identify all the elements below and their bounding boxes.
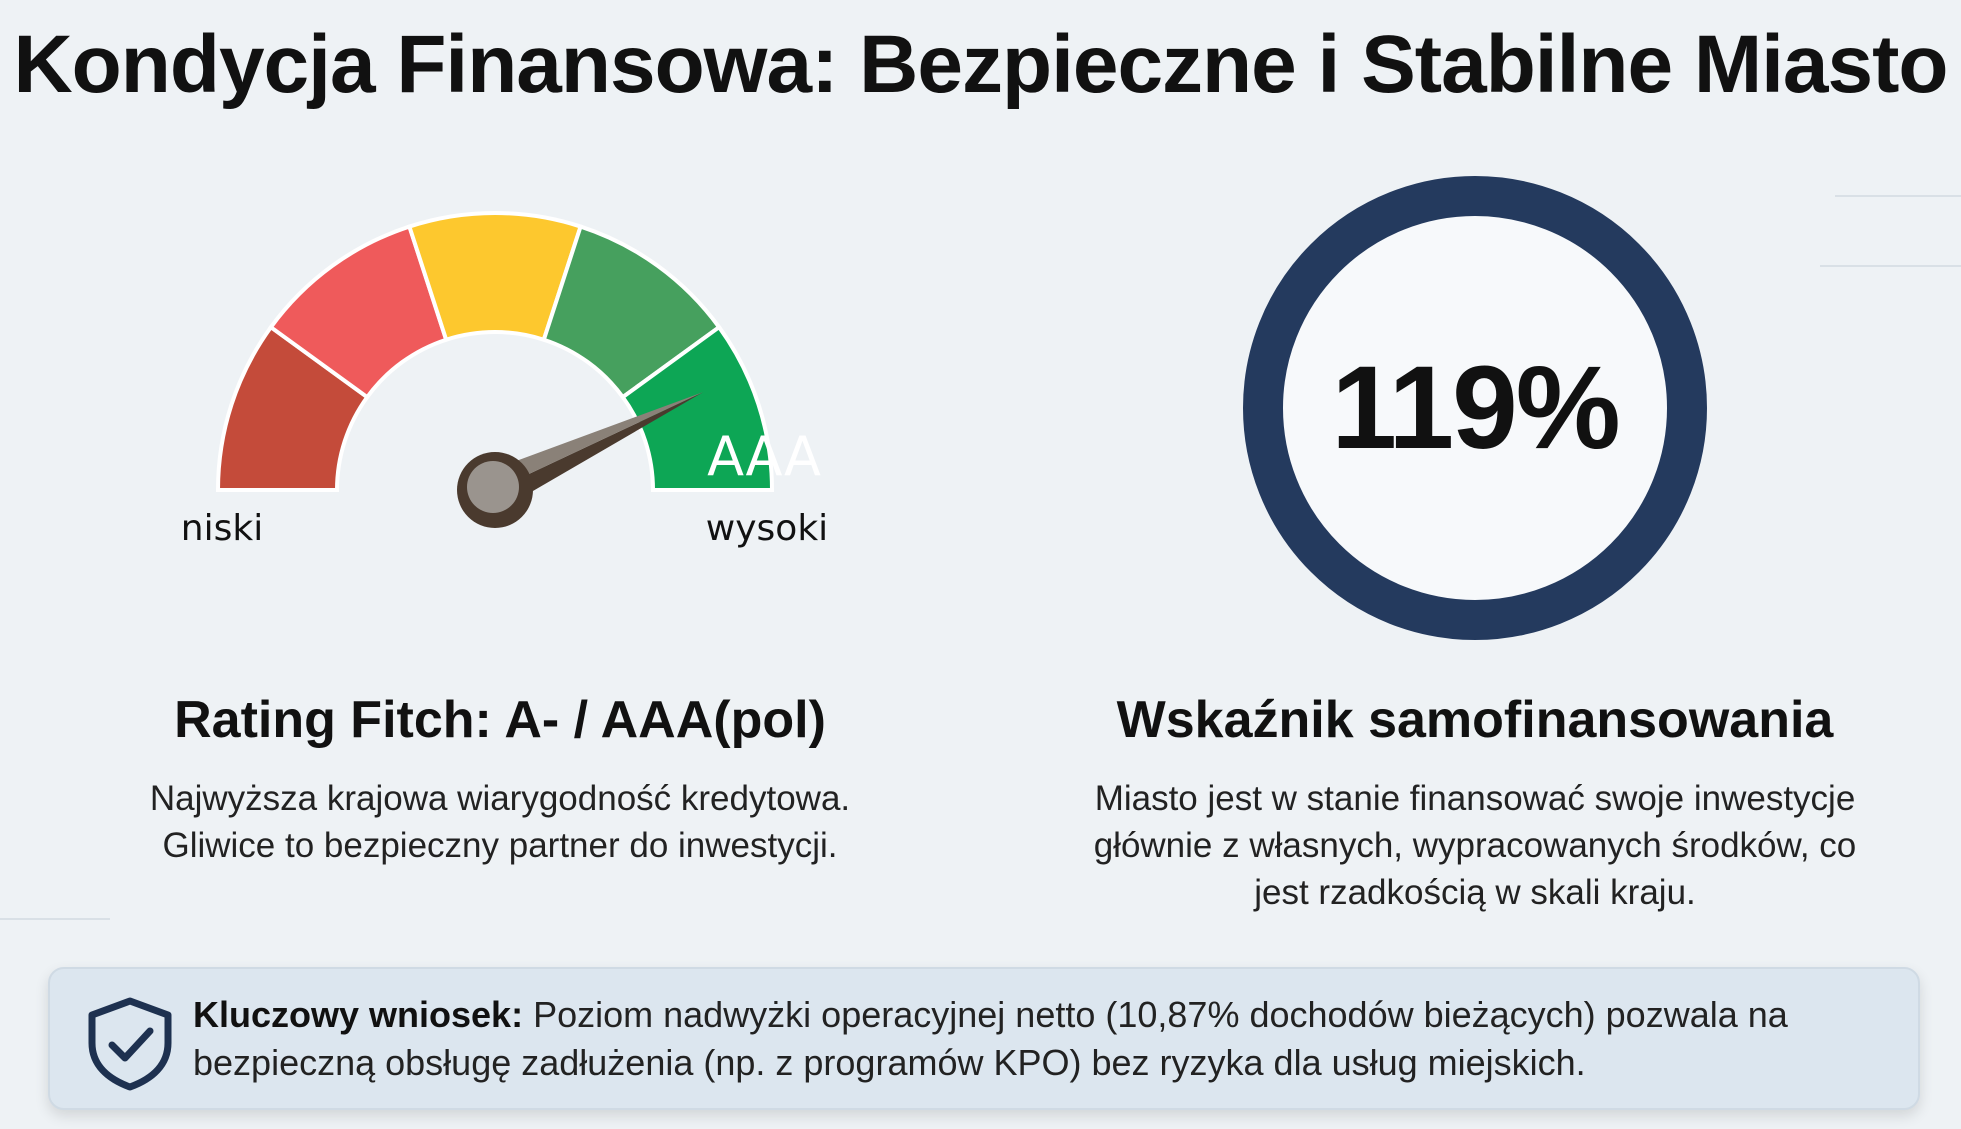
- decorative-line: [0, 918, 110, 920]
- gauge-segments: [215, 211, 775, 492]
- rating-title: Rating Fitch: A- / AAA(pol): [174, 691, 826, 749]
- decorative-line: [1835, 195, 1961, 197]
- callout-line: Kluczowy wniosek: Poziom nadwyżki operac…: [193, 991, 1893, 1039]
- ring-track: [1243, 176, 1707, 640]
- decorative-line: [1820, 265, 1961, 267]
- selffinancing-desc-line: głównie z własnych, wypracowanych środkó…: [1093, 826, 1857, 865]
- selffinancing-title: Wskaźnik samofinansowania: [1116, 691, 1834, 749]
- callout-label: Kluczowy wniosek:: [193, 994, 524, 1035]
- callout-line: bezpieczną obsługę zadłużenia (np. z pro…: [193, 1042, 1586, 1083]
- ring-value: 119%: [1331, 342, 1620, 474]
- gauge-value-label: AAA: [707, 425, 821, 488]
- gauge-low-label: niski: [181, 508, 263, 549]
- gauge-high-label: wysoki: [706, 508, 828, 549]
- callout-text: Kluczowy wniosek: Poziom nadwyżki operac…: [193, 991, 1893, 1087]
- gauge-needle-shadow: [495, 392, 704, 509]
- rating-description: Najwyższa krajowa wiarygodność kredytowa…: [60, 775, 940, 869]
- gauge-hub: [467, 461, 519, 513]
- selffinancing-description: Miasto jest w stanie finansować swoje in…: [1030, 775, 1920, 916]
- ring-chart: [1243, 176, 1707, 640]
- shield-check-icon: [88, 997, 172, 1091]
- selffinancing-desc-line: Miasto jest w stanie finansować swoje in…: [1094, 779, 1856, 818]
- gauge-chart: AAA niski wysoki: [181, 211, 828, 549]
- rating-desc-line: Gliwice to bezpieczny partner do inwesty…: [162, 826, 838, 865]
- selffinancing-desc-line: jest rzadkością w skali kraju.: [1254, 873, 1696, 912]
- rating-desc-line: Najwyższa krajowa wiarygodność kredytowa…: [149, 779, 851, 818]
- selffinancing-ring: 119%: [1230, 163, 1720, 653]
- rating-gauge: AAA niski wysoki: [130, 211, 870, 635]
- key-conclusion-callout: Kluczowy wniosek: Poziom nadwyżki operac…: [48, 967, 1920, 1110]
- callout-text-part: Poziom nadwyżki operacyjnej netto (10,87…: [523, 994, 1788, 1035]
- gauge-needle: [486, 392, 704, 490]
- page-title: Kondycja Finansowa: Bezpieczne i Stabiln…: [13, 19, 1948, 110]
